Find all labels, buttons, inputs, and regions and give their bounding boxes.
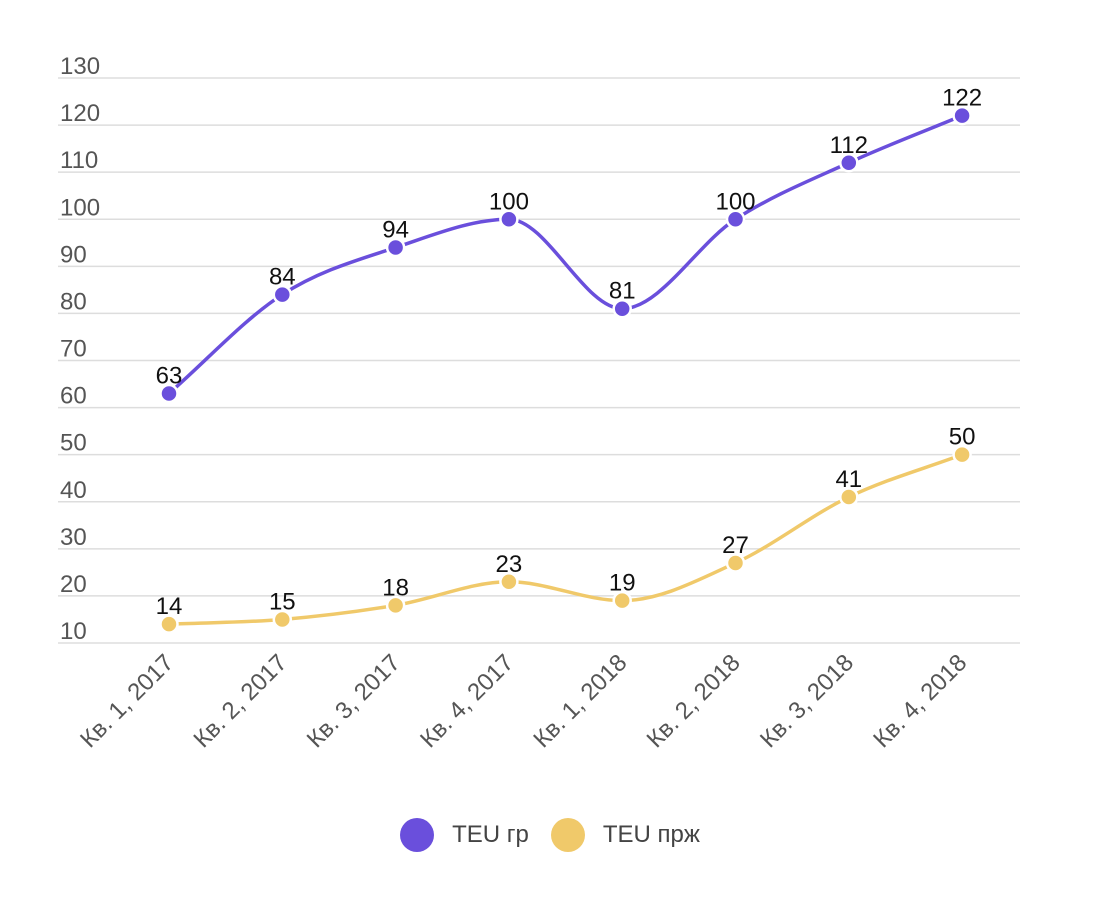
y-tick-label: 90	[60, 241, 87, 268]
legend-item-teu-gr[interactable]: TEU гр	[400, 818, 529, 852]
data-label: 81	[609, 278, 636, 305]
series-1-point[interactable]	[159, 383, 179, 404]
series-2-point[interactable]	[499, 572, 519, 592]
data-label: 19	[609, 570, 636, 597]
x-tick-label: Кв. 3, 2017	[302, 649, 406, 753]
data-label: 94	[382, 217, 409, 244]
y-tick-label: 110	[60, 147, 98, 174]
x-tick-label: Кв. 1, 2018	[528, 649, 632, 753]
x-tick-label: Кв. 3, 2018	[755, 649, 859, 753]
data-label: 18	[382, 574, 409, 601]
data-label: 27	[722, 532, 749, 559]
data-label: 14	[156, 593, 183, 620]
legend-label-teu-przh: TEU прж	[602, 821, 700, 848]
y-tick-label: 70	[60, 336, 87, 363]
legend-label-teu-gr: TEU гр	[452, 821, 529, 848]
data-label: 50	[949, 424, 976, 451]
y-axis: 10 20 30 40 50 60 70 80 90 100 110 120 130	[60, 53, 100, 645]
x-tick-label: Кв. 1, 2017	[75, 649, 179, 753]
legend-swatch-teu-gr	[400, 818, 435, 852]
x-tick-label: Кв. 4, 2017	[415, 649, 519, 753]
series-1-point[interactable]	[499, 209, 519, 229]
x-tick-label: Кв. 2, 2018	[642, 649, 746, 753]
series-1-point[interactable]	[839, 153, 859, 173]
data-label: 112	[830, 132, 868, 159]
y-tick-label: 120	[60, 100, 100, 127]
series-2-point[interactable]	[272, 609, 293, 630]
line-chart: 10 20 30 40 50 60 70 80 90 100 110 120 130 Кв. 1, 20…	[58, 53, 1020, 753]
data-label: 84	[269, 264, 296, 291]
series-2-point[interactable]	[952, 444, 972, 465]
series-1-point[interactable]	[952, 105, 972, 126]
x-axis: Кв. 1, 2017 Кв. 2, 2017 Кв. 3, 2017 Кв. 4, …	[75, 649, 972, 753]
y-tick-label: 60	[60, 383, 87, 410]
data-label: 100	[489, 188, 529, 215]
y-tick-label: 10	[60, 618, 87, 645]
series-2-point[interactable]	[839, 487, 859, 507]
y-tick-label: 30	[60, 524, 87, 551]
y-tick-label: 80	[60, 288, 87, 315]
y-tick-label: 40	[60, 477, 87, 504]
legend: TEU гр TEU прж	[0, 818, 1100, 852]
series-1-point[interactable]	[385, 237, 406, 258]
series-2-point[interactable]	[725, 553, 746, 573]
series-2-point[interactable]	[159, 614, 179, 634]
series-1-point[interactable]	[612, 298, 632, 319]
data-label: 41	[835, 466, 862, 493]
series-2-point[interactable]	[612, 590, 632, 611]
legend-item-teu-przh[interactable]: TEU прж	[550, 818, 700, 852]
data-label: 23	[496, 551, 523, 578]
y-tick-label: 100	[60, 194, 100, 221]
data-label: 122	[942, 85, 982, 112]
x-tick-label: Кв. 4, 2018	[868, 649, 972, 753]
data-labels: 63 84 94 100 81 100 112 122 14 15 18 23 19 27 41 50	[156, 85, 982, 621]
y-tick-label: 130	[60, 53, 100, 80]
legend-swatch-teu-przh	[550, 818, 585, 852]
series-group	[159, 105, 972, 634]
y-tick-label: 20	[60, 571, 87, 598]
series-1-point[interactable]	[272, 284, 293, 305]
data-label: 63	[156, 362, 183, 389]
data-label: 100	[715, 188, 755, 215]
x-tick-label: Кв. 2, 2017	[188, 649, 292, 753]
series-1-point[interactable]	[725, 209, 746, 229]
grid-lines	[58, 77, 1020, 644]
y-tick-label: 50	[60, 430, 87, 457]
series-2-point[interactable]	[385, 595, 406, 616]
data-label: 15	[269, 588, 296, 615]
